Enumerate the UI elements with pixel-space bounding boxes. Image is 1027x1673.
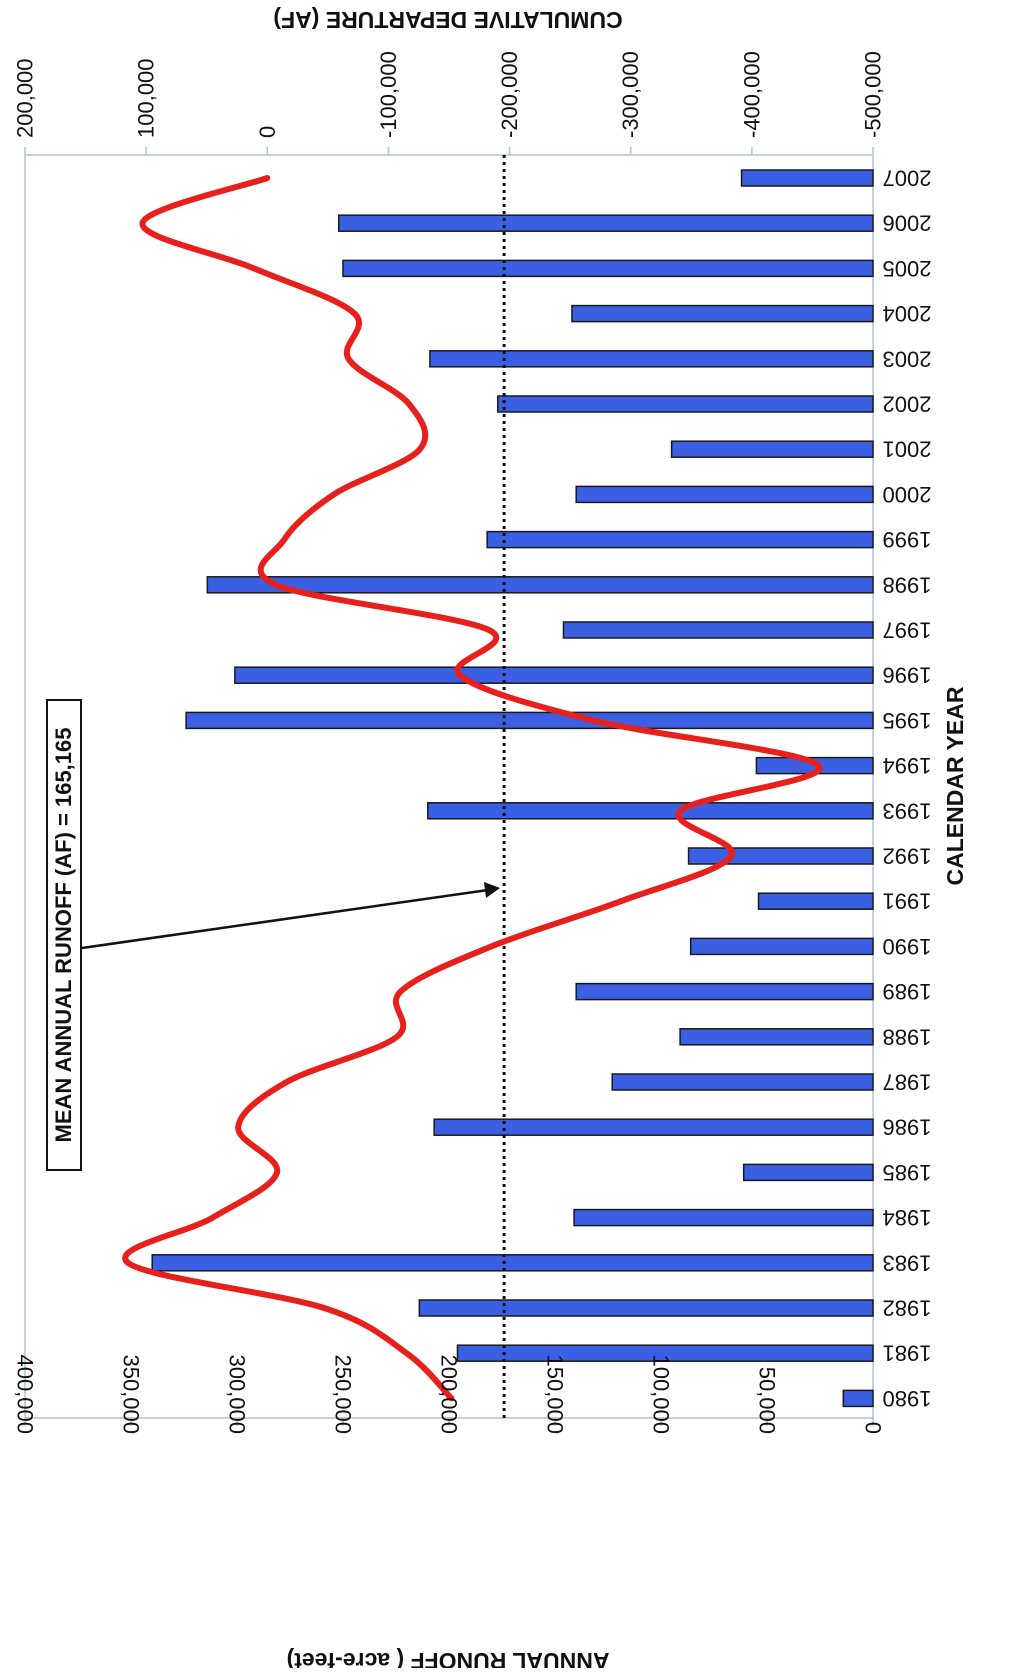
bar-1984: [573, 1208, 874, 1227]
bars-layer: [151, 169, 874, 1408]
year-label-1998: 1998: [883, 572, 932, 597]
annotation-box: [46, 699, 82, 1171]
year-label-1996: 1996: [883, 663, 932, 688]
secondary-tick-label: 0: [255, 126, 280, 138]
bar-1980: [842, 1389, 874, 1408]
year-label-1993: 1993: [883, 798, 932, 823]
bar-1983: [151, 1254, 874, 1272]
year-label-1989: 1989: [883, 979, 932, 1004]
year-label-2004: 2004: [883, 301, 932, 326]
year-label-1984: 1984: [883, 1205, 932, 1230]
primary-tick-label: 400,000: [13, 1354, 38, 1434]
primary-tick-label: 250,000: [331, 1354, 356, 1434]
bar-1987: [611, 1073, 874, 1091]
primary-axis-ticks: 0 50,000 100,000 150,000 200,000 250,000 300,0…: [13, 1354, 886, 1434]
bar-2005: [342, 259, 874, 278]
year-label-1986: 1986: [883, 1115, 932, 1140]
primary-tick-label: 200,000: [437, 1354, 462, 1434]
bar-1988: [679, 1028, 874, 1046]
year-label-1994: 1994: [883, 753, 932, 778]
cumulative-departure-layer: [122, 175, 823, 1402]
plot-area: [24, 154, 874, 1419]
bar-1997: [562, 621, 874, 639]
bar-1998: [206, 576, 874, 594]
bar-1985: [742, 1163, 874, 1182]
bar-2004: [571, 304, 874, 323]
year-label-1990: 1990: [883, 934, 932, 959]
category-labels: 1980 1981 1982 1983 1984 1985 1986 1987 1988 1989…: [883, 166, 932, 1411]
bar-2001: [670, 440, 874, 458]
year-label-1991: 1991: [883, 889, 932, 914]
y-axis-title: ANNUAL RUNOFF ( acre-feet): [287, 1648, 610, 1668]
annotation-text: MEAN ANNUAL RUNOFF (AF) = 165,165: [51, 727, 76, 1142]
year-label-1995: 1995: [883, 708, 932, 733]
cumulative-departure-line: [122, 175, 823, 1402]
bar-1992: [687, 847, 874, 865]
year-label-1982: 1982: [883, 1296, 932, 1321]
secondary-tick-label: -300,000: [618, 51, 643, 138]
primary-tick-label: 300,000: [225, 1354, 250, 1434]
primary-tick-label: 350,000: [119, 1354, 144, 1434]
bar-2003: [429, 350, 874, 368]
primary-tick-label: 0: [861, 1422, 886, 1434]
mean-annotation: MEAN ANNUAL RUNOFF (AF) = 165,165: [46, 699, 500, 1171]
bar-1999: [486, 530, 874, 549]
secondary-tick-label: -200,000: [497, 51, 522, 138]
bar-1996: [234, 666, 874, 684]
annotation-arrow: [81, 888, 489, 950]
secondary-tick-label: -500,000: [861, 51, 886, 138]
secondary-tick-label: -400,000: [739, 51, 764, 138]
primary-tick-label: 50,000: [755, 1367, 780, 1434]
y2-axis-title: CUMULATIVE DEPARTURE (AF): [273, 7, 622, 33]
year-label-1985: 1985: [883, 1160, 932, 1185]
primary-tick-label: 100,000: [649, 1354, 674, 1434]
year-label-1997: 1997: [883, 618, 932, 643]
secondary-tick-label: 200,000: [13, 58, 38, 138]
bar-1993: [427, 802, 874, 820]
year-label-1980: 1980: [883, 1386, 932, 1411]
bar-1986: [433, 1118, 874, 1136]
bar-1982: [418, 1299, 874, 1317]
year-label-2001: 2001: [883, 437, 932, 462]
secondary-tick-label: 100,000: [134, 58, 159, 138]
bar-2007: [740, 169, 874, 187]
year-label-2003: 2003: [883, 346, 932, 371]
year-label-1999: 1999: [883, 527, 932, 552]
bar-1981: [456, 1344, 874, 1362]
year-label-2002: 2002: [883, 392, 932, 417]
year-label-2005: 2005: [883, 256, 932, 281]
primary-tick-label: 150,000: [543, 1354, 568, 1434]
bar-1991: [757, 892, 874, 910]
secondary-axis-ticks: -500,000 -400,000 -300,000 -200,000 -100,000…: [13, 51, 886, 155]
year-label-1987: 1987: [883, 1070, 932, 1095]
bar-2000: [575, 485, 874, 504]
arrowhead-icon: [484, 882, 500, 898]
year-label-1988: 1988: [883, 1024, 932, 1049]
bar-2006: [338, 214, 874, 232]
bar-1989: [575, 982, 874, 1001]
bar-1995: [185, 711, 874, 730]
x-axis-title: CALENDAR YEAR: [942, 686, 968, 885]
year-label-1981: 1981: [883, 1341, 932, 1366]
secondary-tick-label: -100,000: [376, 51, 401, 138]
year-label-2006: 2006: [883, 211, 932, 236]
year-label-1983: 1983: [883, 1250, 932, 1275]
bar-1990: [689, 937, 874, 956]
year-label-2007: 2007: [883, 166, 932, 191]
year-label-2000: 2000: [883, 482, 932, 507]
bar-2002: [497, 395, 874, 413]
year-label-1992: 1992: [883, 844, 932, 869]
